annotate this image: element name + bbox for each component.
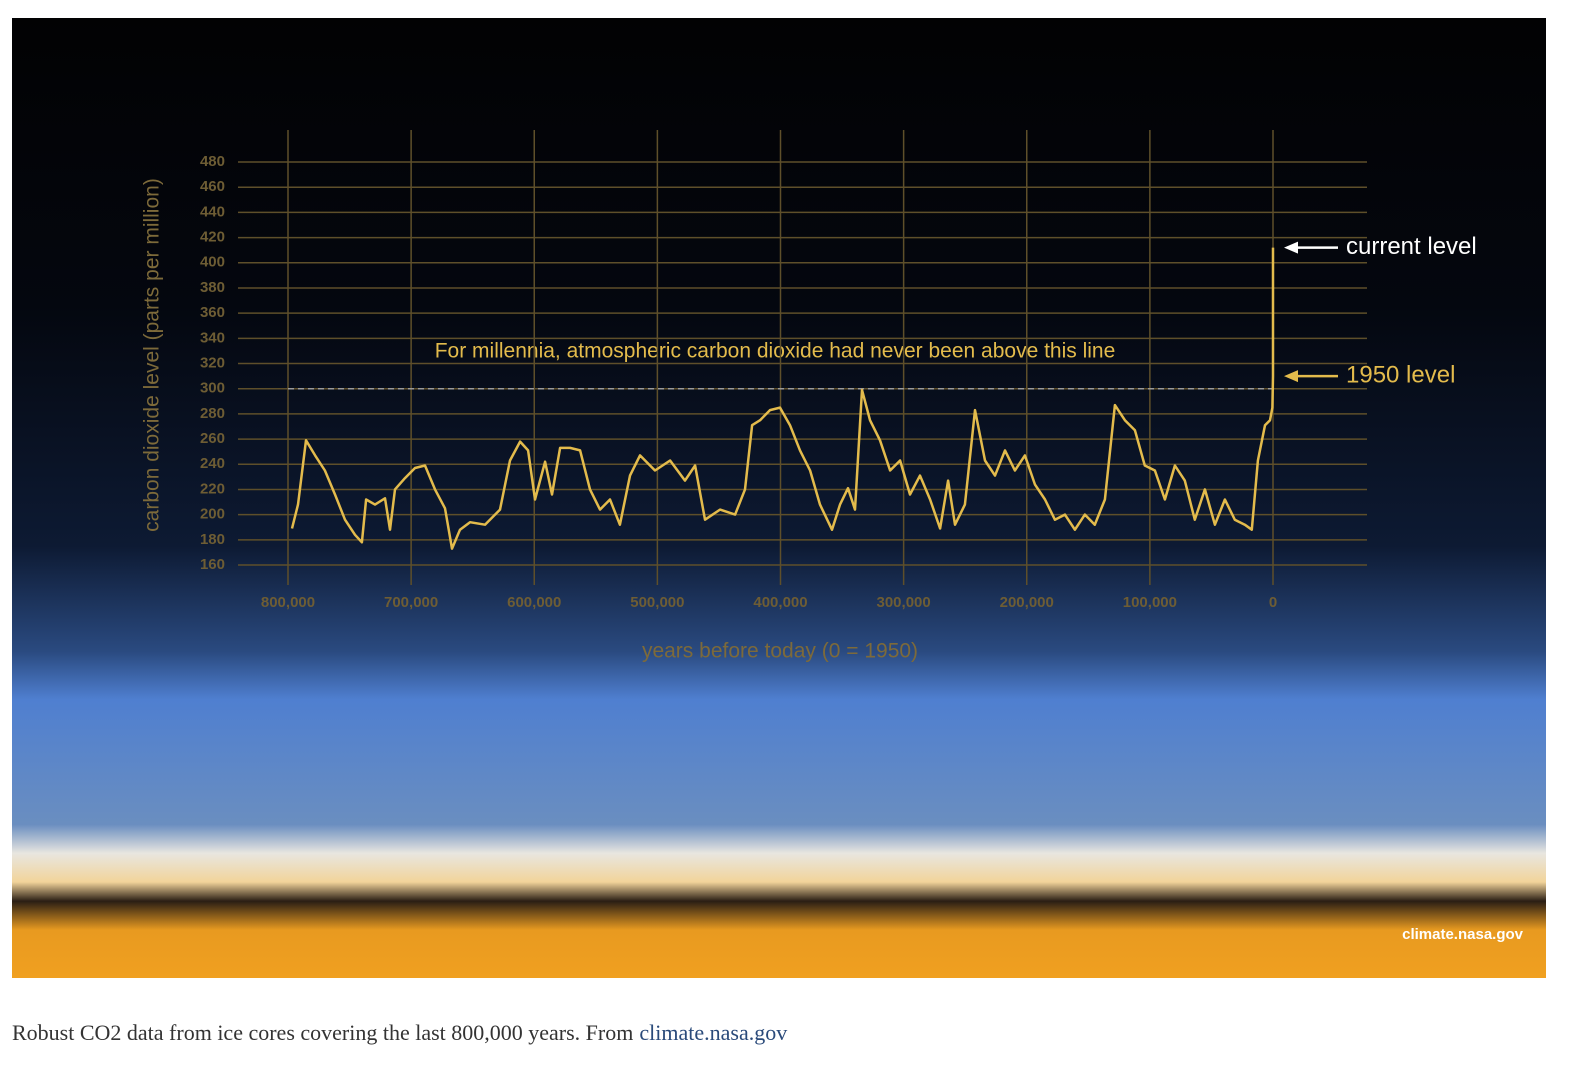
y-tick-label: 240 xyxy=(200,455,225,472)
reference-label: For millennia, atmospheric carbon dioxid… xyxy=(435,340,1116,363)
x-tick-label: 100,000 xyxy=(1123,594,1177,611)
y-tick-label: 480 xyxy=(200,153,225,170)
x-axis-label: years before today (0 = 1950) xyxy=(642,640,918,663)
chart: carbon dioxide level (parts per million)… xyxy=(12,18,1546,978)
background xyxy=(12,18,1546,978)
x-tick-label: 600,000 xyxy=(507,594,561,611)
y-tick-label: 440 xyxy=(200,203,225,220)
x-tick-label: 500,000 xyxy=(630,594,684,611)
annotation-label: 1950 level xyxy=(1346,361,1455,388)
y-tick-label: 400 xyxy=(200,254,225,271)
y-tick-label: 420 xyxy=(200,229,225,246)
x-tick-label: 800,000 xyxy=(261,594,315,611)
x-tick-label: 300,000 xyxy=(877,594,931,611)
x-tick-label: 700,000 xyxy=(384,594,438,611)
y-tick-label: 460 xyxy=(200,178,225,195)
annotation-label: current level xyxy=(1346,233,1477,260)
caption: Robust CO2 data from ice cores covering … xyxy=(12,1020,787,1046)
y-tick-label: 300 xyxy=(200,380,225,397)
y-tick-label: 320 xyxy=(200,354,225,371)
x-tick-label: 0 xyxy=(1269,594,1277,611)
y-tick-label: 380 xyxy=(200,279,225,296)
caption-text: Robust CO2 data from ice cores covering … xyxy=(12,1020,634,1045)
data-line xyxy=(290,247,1275,550)
arrow-head xyxy=(1284,370,1298,383)
caption-link[interactable]: climate.nasa.gov xyxy=(639,1020,788,1045)
y-tick-label: 260 xyxy=(200,430,225,447)
y-tick-label: 280 xyxy=(200,405,225,422)
y-tick-label: 360 xyxy=(200,304,225,321)
y-tick-label: 340 xyxy=(200,329,225,346)
y-tick-label: 180 xyxy=(200,531,225,548)
y-tick-label: 160 xyxy=(200,556,225,573)
x-tick-label: 200,000 xyxy=(1000,594,1054,611)
y-tick-label: 200 xyxy=(200,506,225,523)
source: climate.nasa.gov xyxy=(1402,926,1524,943)
y-tick-label: 220 xyxy=(200,480,225,497)
x-tick-label: 400,000 xyxy=(753,594,807,611)
y-axis-label: carbon dioxide level (parts per million) xyxy=(141,178,164,532)
arrow-head xyxy=(1284,241,1298,254)
